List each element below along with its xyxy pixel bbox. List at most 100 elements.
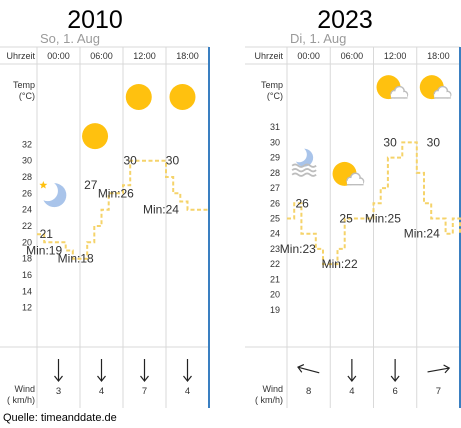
y-tick-label: 18 xyxy=(22,254,32,264)
sun-disc xyxy=(169,83,196,110)
temperature-label: 26 xyxy=(295,196,309,210)
temperature-label: Min:24 xyxy=(143,203,179,217)
fog-line xyxy=(291,172,317,177)
arrow-head xyxy=(54,375,63,382)
y-tick-label: 31 xyxy=(270,122,280,132)
temperature-label: Min:25 xyxy=(365,212,401,226)
partly-cloudy-day-icon xyxy=(376,75,409,100)
y-tick-label: 27 xyxy=(270,183,280,193)
row-label-temp: Temp xyxy=(261,80,283,90)
clear-night-icon xyxy=(37,180,67,208)
wind-speed-value: 4 xyxy=(349,386,354,397)
time-header: 06:00 xyxy=(341,51,364,61)
wind-arrow-icon xyxy=(140,359,149,382)
wind-speed-value: 6 xyxy=(392,386,397,397)
y-tick-label: 22 xyxy=(22,221,32,231)
star-shape xyxy=(39,180,48,189)
y-tick-label: 30 xyxy=(270,137,280,147)
row-label-temp-unit: (°C) xyxy=(19,91,35,101)
time-header: 00:00 xyxy=(297,51,320,61)
row-label-time: Uhrzeit xyxy=(254,51,283,61)
y-tick-label: 28 xyxy=(22,172,32,182)
date-label: Di, 1. Aug xyxy=(290,31,346,46)
temperature-label: 30 xyxy=(383,135,397,149)
row-label-wind: Wind xyxy=(14,384,35,394)
cloud-base xyxy=(346,180,364,186)
cloud-shape xyxy=(346,172,365,186)
y-tick-label: 32 xyxy=(22,139,32,149)
wind-speed-value: 4 xyxy=(185,386,190,397)
y-tick-label: 12 xyxy=(22,303,32,313)
arrow-shaft xyxy=(297,366,320,374)
moon-shadow xyxy=(291,146,307,163)
y-tick-label: 21 xyxy=(270,274,280,284)
wind-speed-value: 3 xyxy=(56,386,61,397)
temperature-line xyxy=(37,159,209,260)
arrow-head xyxy=(443,364,451,374)
temperature-label: Min:24 xyxy=(404,227,440,241)
wind-arrow-icon xyxy=(347,359,357,382)
time-header: 12:00 xyxy=(133,51,156,61)
fog-line xyxy=(291,163,317,168)
temperature-label: 25 xyxy=(339,212,353,226)
time-header: 18:00 xyxy=(176,51,199,61)
sun-icon xyxy=(169,83,196,110)
wind-arrow-icon xyxy=(427,364,451,374)
time-header: 06:00 xyxy=(90,51,113,61)
fog-night-icon xyxy=(291,146,317,177)
wind-arrow-icon xyxy=(297,364,320,374)
temperature-label: Min:18 xyxy=(58,252,94,266)
wind-arrow-icon xyxy=(97,359,106,382)
y-tick-label: 29 xyxy=(270,153,280,163)
y-tick-label: 23 xyxy=(270,244,280,254)
sun-disc xyxy=(125,83,152,110)
partly-cloudy-day-icon xyxy=(419,75,452,100)
y-tick-label: 16 xyxy=(22,270,32,280)
fog-line xyxy=(291,168,317,173)
y-tick-label: 22 xyxy=(270,259,280,269)
row-label-time: Uhrzeit xyxy=(6,51,35,61)
wind-speed-value: 7 xyxy=(436,386,441,397)
cloud-fill xyxy=(395,87,404,96)
y-tick-label: 20 xyxy=(22,237,32,247)
y-tick-label: 24 xyxy=(270,229,280,239)
temperature-label: Min:22 xyxy=(322,257,358,271)
y-tick-label: 30 xyxy=(22,156,32,166)
temperature-label: 30 xyxy=(123,154,137,168)
time-header: 18:00 xyxy=(427,51,450,61)
temperature-label: 30 xyxy=(427,135,441,149)
arrow-head xyxy=(97,375,106,382)
row-label-temp: Temp xyxy=(13,80,35,90)
cloud-base xyxy=(390,94,408,99)
wind-arrow-icon xyxy=(183,359,192,382)
arrow-head xyxy=(140,375,149,382)
cloud-fill xyxy=(445,92,450,97)
arrow-head xyxy=(297,364,305,373)
wind-arrow-icon xyxy=(54,359,63,382)
row-label-temp-unit: (°C) xyxy=(267,91,283,101)
arrow-head xyxy=(390,375,400,382)
sun-disc xyxy=(82,123,109,150)
sun-icon xyxy=(125,83,152,110)
row-label-wind: Wind xyxy=(262,384,283,394)
wind-speed-value: 8 xyxy=(306,386,311,397)
temperature-label: 21 xyxy=(40,227,54,241)
row-label-wind-unit: ( km/h) xyxy=(7,395,35,405)
y-tick-label: 14 xyxy=(22,286,32,296)
wind-arrow-icon xyxy=(390,359,400,382)
cloud-shape xyxy=(433,85,452,99)
y-tick-label: 28 xyxy=(270,168,280,178)
cloud-shape xyxy=(390,85,409,99)
cloud-fill xyxy=(357,178,363,184)
sun-icon xyxy=(82,123,109,150)
cloud-fill xyxy=(351,174,360,182)
cloud-fill xyxy=(438,87,447,96)
temperature-label: 30 xyxy=(166,154,180,168)
chart-title: 2023 xyxy=(317,6,373,34)
temperature-line xyxy=(287,141,461,266)
y-tick-label: 26 xyxy=(22,188,32,198)
cloud-base xyxy=(434,94,451,99)
y-tick-label: 24 xyxy=(22,205,32,215)
cloud-fill xyxy=(401,92,407,97)
